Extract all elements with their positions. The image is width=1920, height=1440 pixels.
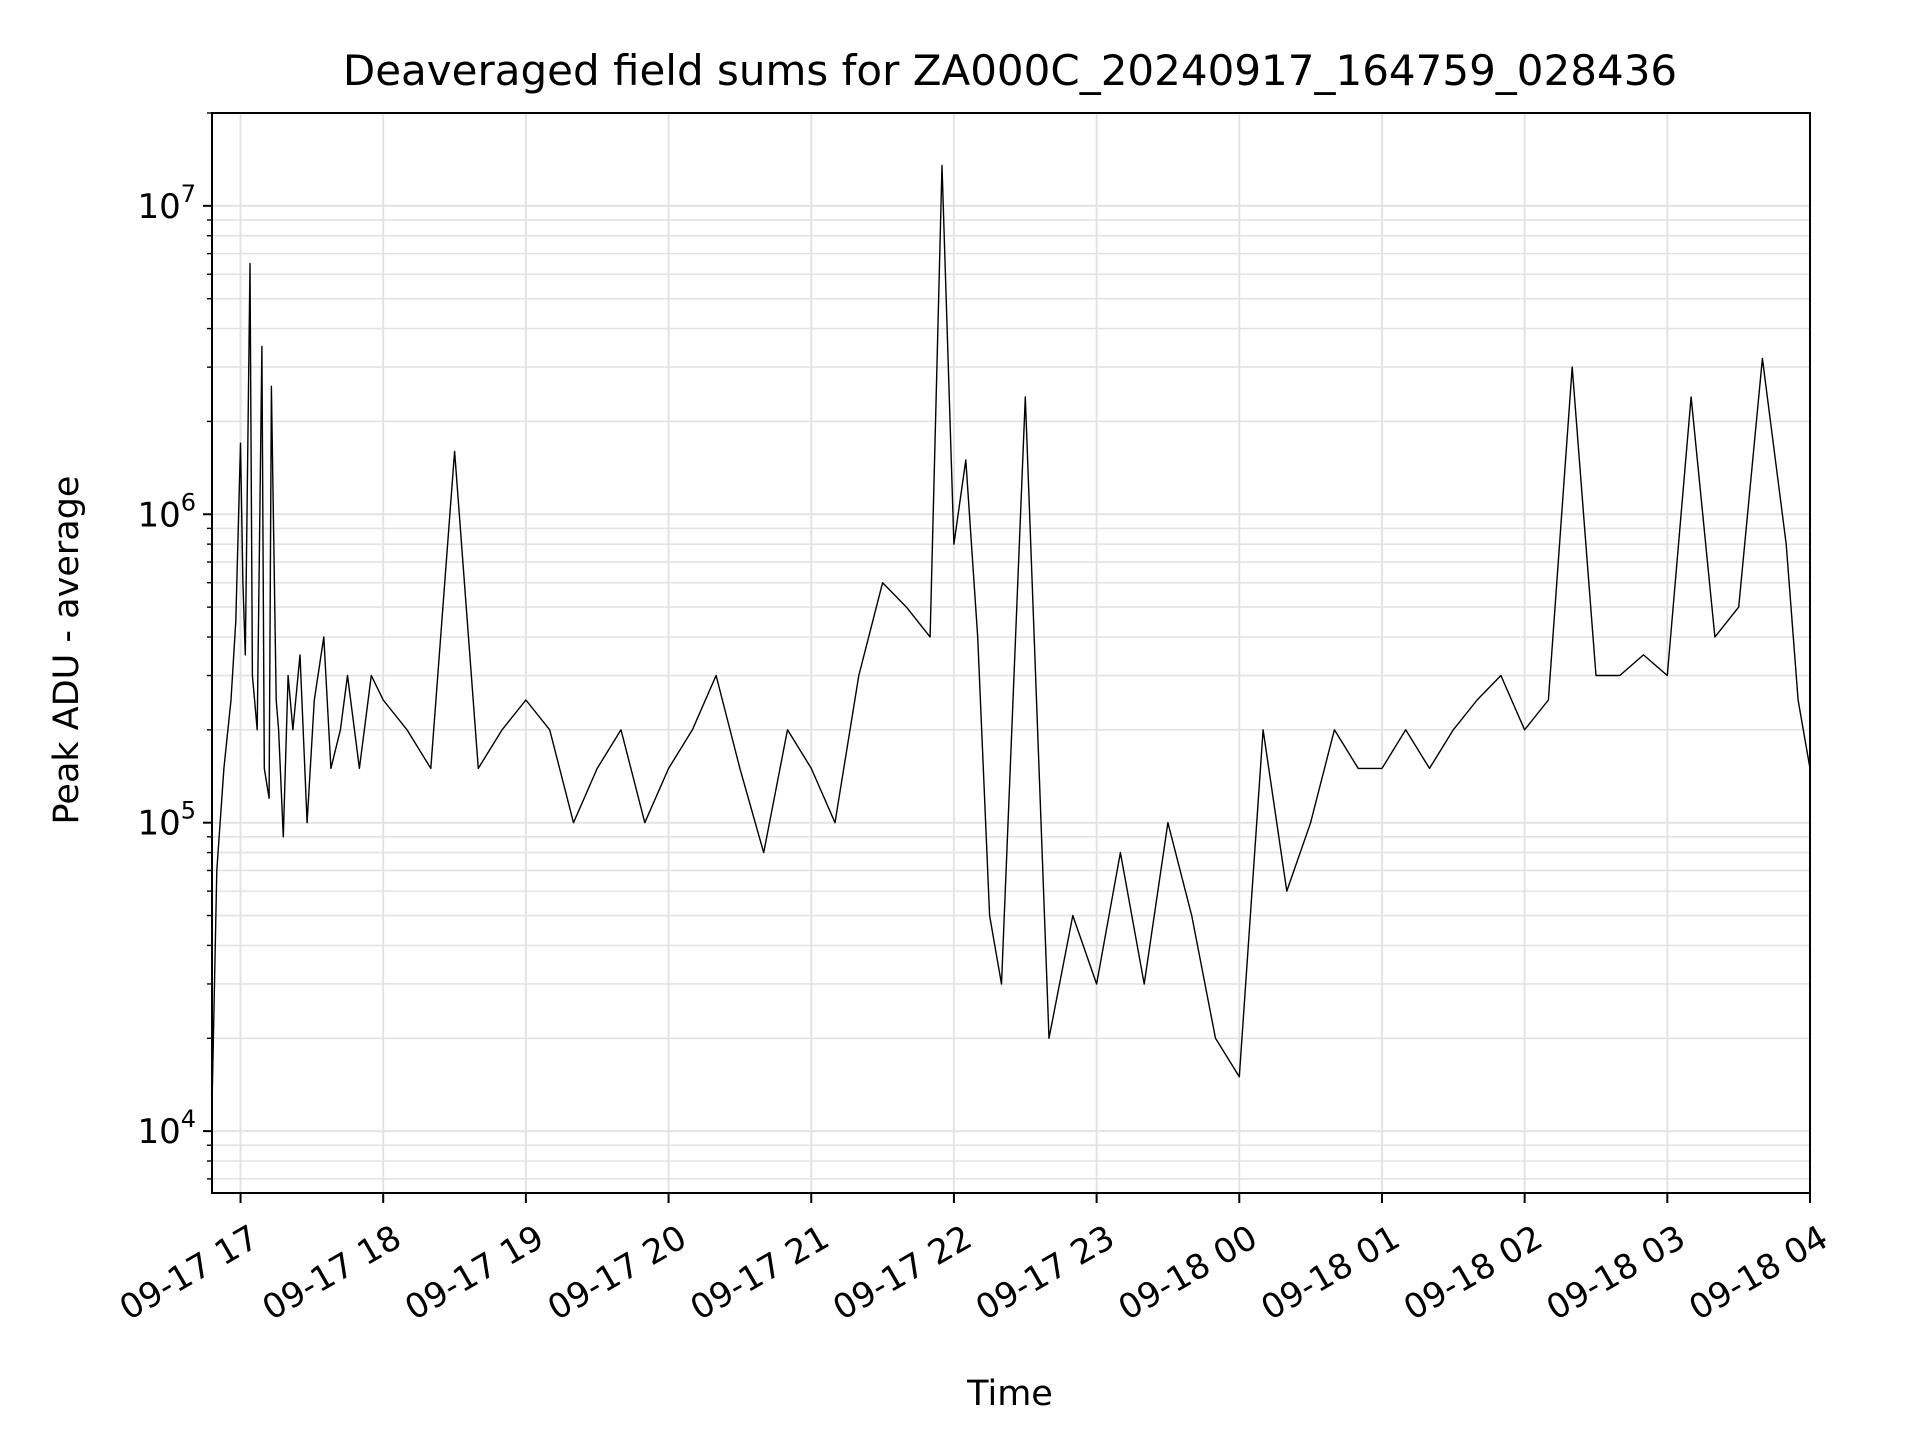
series-line — [211, 164, 1811, 1107]
series-layer — [211, 164, 1811, 1107]
y-tick-label: 107 — [137, 180, 196, 227]
y-tick-label: 105 — [137, 797, 196, 844]
y-axis-label: Peak ADU - average — [47, 476, 87, 825]
chart-title: Deaveraged field sums for ZA000C_2024091… — [343, 46, 1677, 95]
y-tick-label: 104 — [137, 1105, 196, 1152]
x-axis-label: Time — [966, 1374, 1053, 1414]
plot-frame — [211, 112, 1811, 1194]
y-tick-label: 106 — [137, 488, 196, 535]
